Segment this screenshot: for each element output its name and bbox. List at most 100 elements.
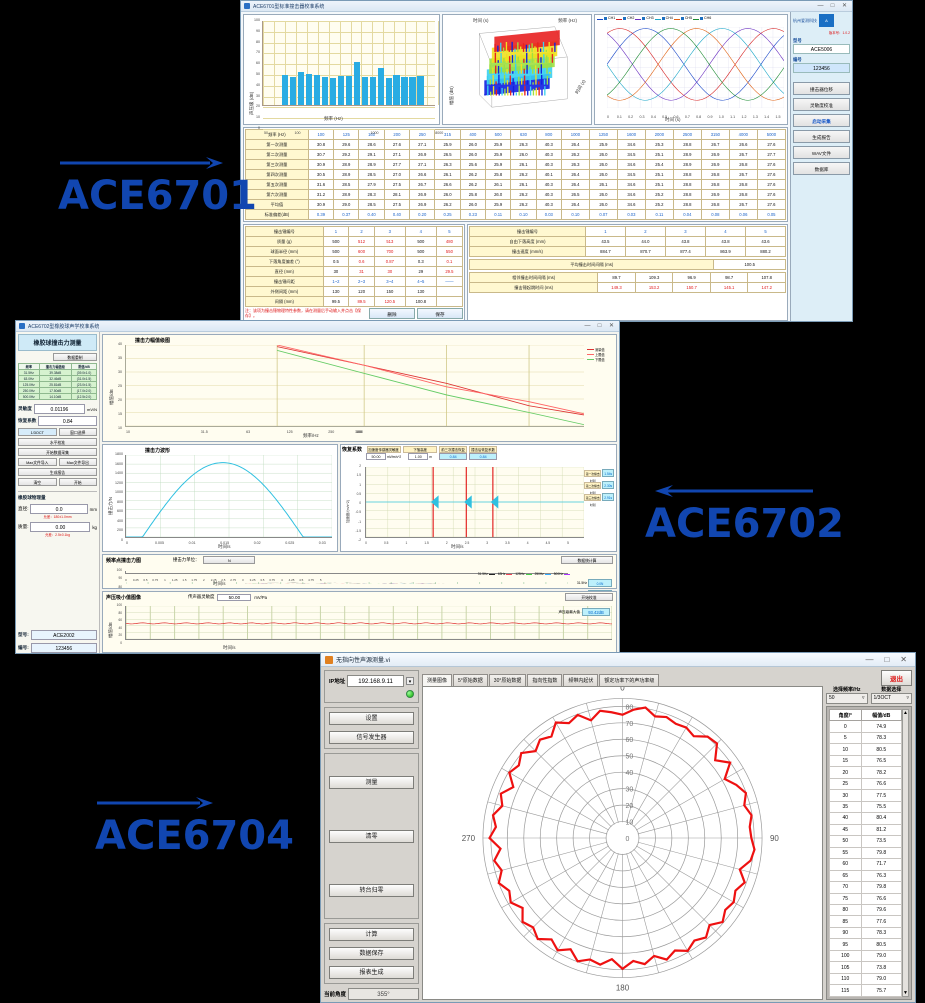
table-cell[interactable]: 863.9	[704, 246, 746, 257]
window-select[interactable]: 窗口选择	[58, 428, 97, 436]
legend-item[interactable]: CH6	[693, 16, 711, 20]
table-cell[interactable]: 31	[348, 266, 375, 277]
save-data-button[interactable]: 数据保存	[329, 947, 414, 960]
legend-item[interactable]: 63Hz	[498, 572, 513, 576]
table-cell[interactable]: 130	[404, 286, 437, 297]
table-cell[interactable]: 107.8	[747, 272, 786, 283]
table-cell[interactable]: 150	[373, 286, 406, 297]
table-cell[interactable]	[435, 296, 464, 307]
table-cell[interactable]: 43.6	[744, 236, 787, 247]
table-scrollbar[interactable]: ▲ ▼	[902, 709, 909, 997]
tab-指向性指数[interactable]: 指向性指数	[527, 674, 563, 686]
table-row[interactable]: 105 73.8	[829, 961, 903, 974]
table-cell[interactable]: 550	[435, 246, 464, 257]
legend-checkbox[interactable]	[623, 16, 627, 20]
field-value[interactable]: 0.84	[469, 453, 498, 460]
table-row[interactable]: 80 79.6	[829, 903, 903, 917]
legend-item[interactable]: CH4	[654, 16, 673, 20]
table-cell[interactable]: ——	[435, 276, 464, 287]
table-cell[interactable]: 145.1	[709, 282, 749, 293]
table-row[interactable]: 70 79.8	[829, 881, 903, 894]
table-row[interactable]: 15 76.5	[829, 754, 903, 768]
save-button[interactable]: 保存	[417, 308, 463, 319]
serial-value[interactable]: 123456	[793, 63, 850, 73]
table-cell[interactable]: 480	[435, 236, 464, 247]
table-cell[interactable]: 877.4	[664, 246, 706, 257]
table-cell[interactable]: 29	[404, 266, 437, 277]
table-row[interactable]: 95 80.5	[829, 938, 903, 951]
legend-checkbox[interactable]	[661, 16, 665, 20]
table-cell[interactable]: 43.5	[584, 236, 626, 247]
ip-dropdown-icon[interactable]: ▾	[406, 677, 414, 685]
table-cell[interactable]: 0.87	[373, 256, 406, 267]
calculate-button[interactable]: 计算	[329, 928, 414, 941]
legend-item[interactable]: 上限值	[587, 352, 613, 357]
legend-item[interactable]: 250Hz	[535, 572, 551, 576]
table-cell[interactable]: 1	[322, 226, 350, 237]
force-unit-value[interactable]: N	[203, 556, 256, 564]
settings-button[interactable]: 设置	[329, 712, 414, 725]
maximize-button[interactable]: □	[830, 2, 835, 9]
exit-button[interactable]: 退出	[881, 670, 912, 686]
table-cell[interactable]: 2~3	[348, 276, 375, 287]
octave-select[interactable]: 1/3OCT	[18, 428, 57, 436]
tab-5°原始数据[interactable]: 5°原始数据	[453, 674, 488, 686]
close-button[interactable]: ✕	[608, 322, 615, 329]
table-cell[interactable]: 43.8	[704, 236, 746, 247]
table-cell[interactable]: 2	[624, 226, 666, 237]
recalc-button[interactable]: 数据统计算	[561, 556, 613, 564]
tab-30°原始数据[interactable]: 30°原始数据	[488, 674, 527, 686]
sensitivity-value[interactable]: 0.01196	[33, 404, 85, 414]
legend-item[interactable]: CH2	[616, 16, 634, 20]
tab-额定功率下的声功率级[interactable]: 额定功率下的声功率级	[599, 674, 660, 686]
legend-checkbox[interactable]	[642, 16, 646, 20]
ip-input[interactable]: 192.168.9.11	[347, 675, 404, 687]
table-row[interactable]: 60 71.7	[829, 858, 903, 871]
model-value[interactable]: ACE5006	[793, 44, 850, 54]
model-value[interactable]: ACE2002	[30, 630, 97, 640]
table-cell[interactable]: 30	[373, 266, 406, 277]
table-cell[interactable]: 149.3	[597, 282, 636, 293]
table-cell[interactable]: 130	[322, 286, 350, 297]
table-cell[interactable]: 100.8	[404, 296, 437, 307]
table-row[interactable]: 50 73.5	[829, 835, 903, 848]
table-row[interactable]: 35 75.5	[829, 800, 903, 814]
table-cell[interactable]: 5	[435, 226, 464, 237]
table-cell[interactable]: 3	[664, 226, 706, 237]
table-cell[interactable]: 500	[404, 246, 437, 257]
table-cell[interactable]: 29.5	[435, 266, 464, 277]
table-row[interactable]: 5 78.3	[829, 731, 903, 745]
table-cell[interactable]: 4~5	[404, 276, 437, 287]
field-value[interactable]: 0.84	[439, 453, 468, 460]
table-row[interactable]: 85 77.6	[829, 915, 903, 928]
table-row[interactable]: 20 78.2	[829, 766, 903, 779]
table-cell[interactable]: 2	[348, 226, 375, 237]
tab-频带内起伏[interactable]: 频带内起伏	[563, 674, 599, 686]
generate-report-button[interactable]: 生成报告	[793, 130, 850, 143]
legend-item[interactable]: CH1	[597, 16, 615, 20]
close-button[interactable]: ✕	[841, 2, 848, 9]
tab-bar[interactable]: 测量图像 5°原始数据 30°原始数据 指向性指数 频带内起伏 额定功率下的声功率级 退出	[422, 670, 912, 686]
table-cell[interactable]: 150.7	[672, 282, 711, 293]
legend-item[interactable]: 测量值	[587, 347, 613, 352]
delete-button[interactable]: 删除	[369, 308, 415, 319]
start-acquisition-button[interactable]: 开始数据采集	[18, 448, 97, 456]
table-row[interactable]: 90 78.3	[829, 926, 903, 940]
legend-item[interactable]: 31.5Hz	[478, 572, 495, 576]
legend-checkbox[interactable]	[700, 16, 704, 20]
tab-测量图像[interactable]: 测量图像	[422, 674, 453, 686]
signal-generator-button[interactable]: 信号发生器	[329, 731, 414, 744]
table-row[interactable]: 55 79.8	[829, 846, 903, 860]
table-cell[interactable]: 0.5	[322, 256, 350, 267]
sensitivity-calibration-button[interactable]: 灵敏度校准	[793, 98, 850, 111]
table-cell[interactable]: 3	[373, 226, 406, 237]
table-row[interactable]: 100 79.0	[829, 949, 903, 963]
table-cell[interactable]: 512	[348, 236, 375, 247]
data-select[interactable]: 1/3OCT ▿	[870, 693, 912, 704]
zero-button[interactable]: 清零	[329, 829, 414, 843]
table-cell[interactable]: 500	[322, 246, 350, 257]
scroll-down-icon[interactable]: ▼	[903, 990, 908, 996]
legend-item[interactable]: CH5	[673, 16, 692, 20]
legend-item[interactable]: 下限值	[587, 357, 613, 362]
table-cell[interactable]: 99.5	[322, 296, 350, 307]
